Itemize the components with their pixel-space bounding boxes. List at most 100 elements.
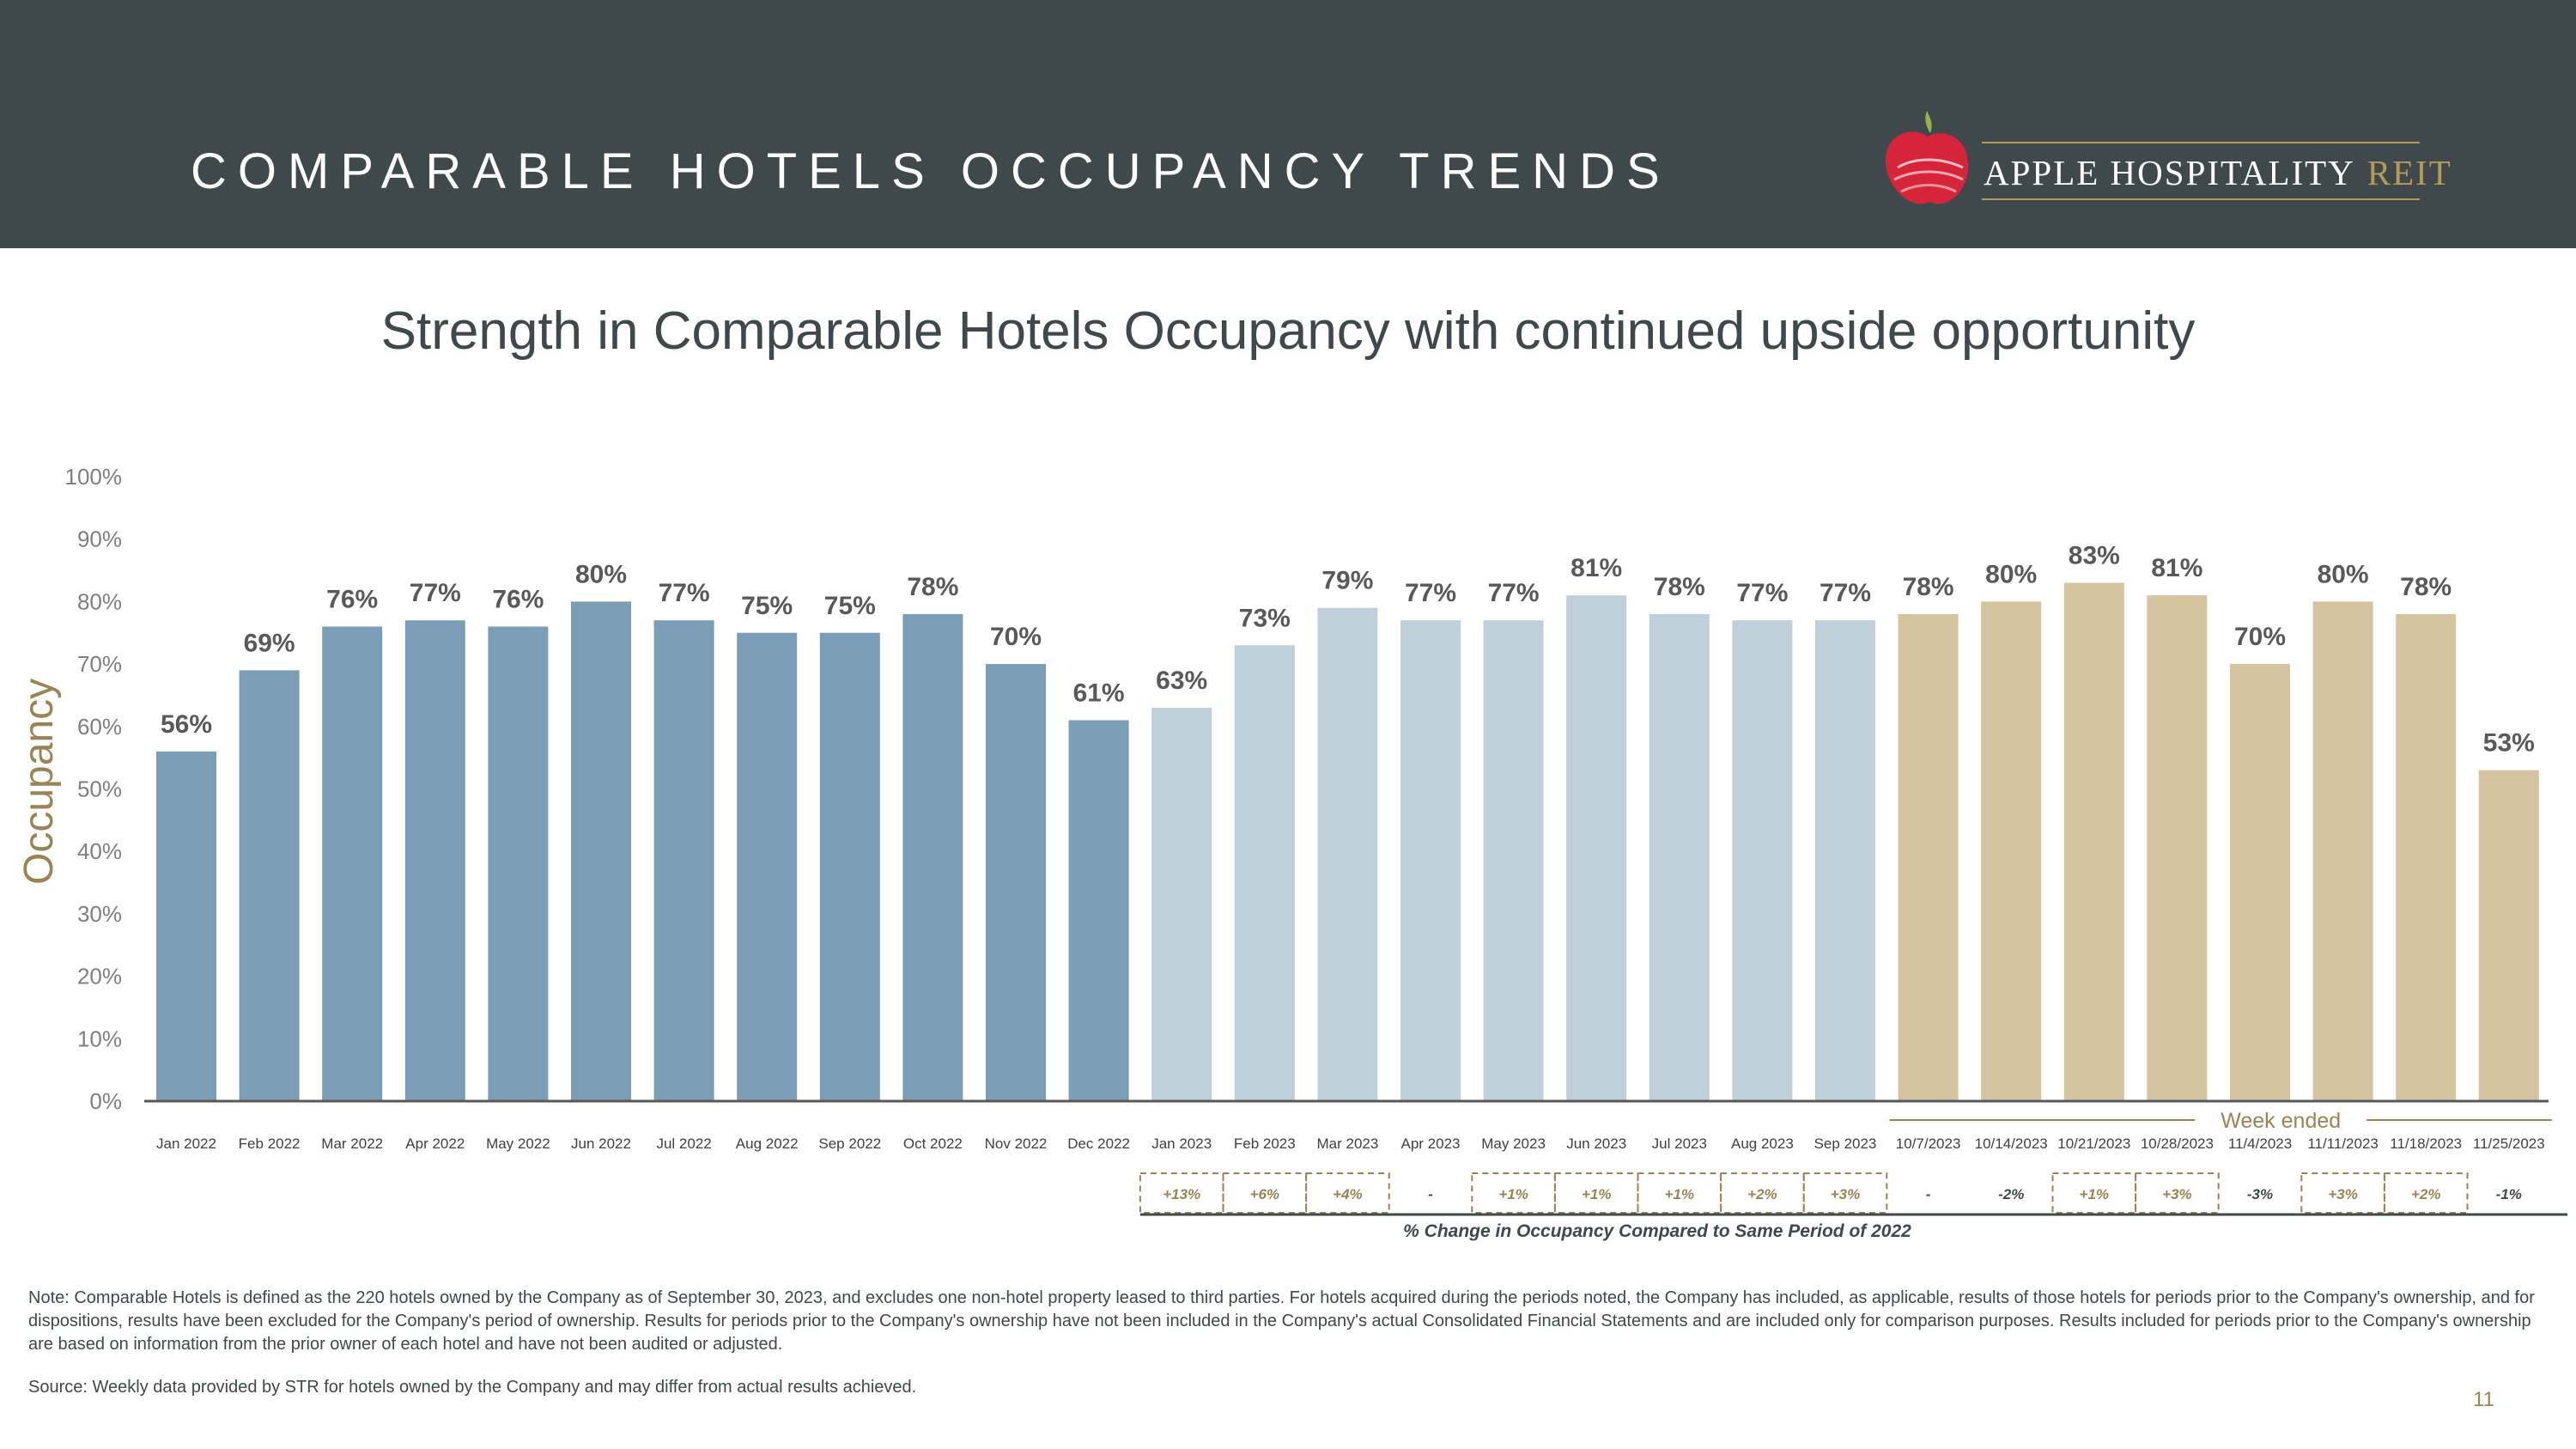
occupancy-bar-chart: 0% 10% 20% 30% 40% 50% 60% 70% 80% 90% 100% 56% Jan … [65,464,2568,1216]
change-box [1553,1172,1639,1214]
bar-value-label: 76% [492,585,544,613]
bar [2230,664,2290,1101]
bar [1981,601,2042,1101]
y-tick-label: 10% [77,1026,122,1051]
bar [737,632,798,1101]
bar-value-label: 81% [1571,554,1622,582]
change-label: +1% [2080,1186,2110,1202]
x-tick-label: 10/7/2023 [1896,1135,1961,1152]
logo-wordmark: APPLE HOSPITALITY REIT [1984,152,2452,193]
y-tick-label: 50% [77,776,122,802]
x-tick-label: Aug 2023 [1731,1135,1794,1152]
bar-value-label: 77% [1488,579,1540,607]
change-label: -1% [2496,1186,2522,1202]
bar-value-label: 56% [161,710,212,739]
bar [1815,620,1875,1101]
x-tick-label: Nov 2022 [985,1135,1048,1152]
bar [2147,595,2208,1101]
bar [1317,607,1378,1101]
bar-value-label: 77% [659,579,710,607]
footnote-note: Note: Comparable Hotels is defined as th… [28,1288,2535,1354]
change-label: +3% [2328,1186,2358,1202]
x-tick-label: Feb 2022 [239,1135,301,1152]
bar [239,670,300,1101]
bar [1400,620,1461,1101]
x-tick-label: Aug 2022 [736,1135,799,1152]
change-box [1802,1172,1888,1214]
bar-value-label: 75% [741,592,793,620]
bar-value-label: 78% [1654,573,1705,601]
x-tick-label: Jan 2022 [156,1135,216,1152]
bar [2063,582,2124,1101]
x-tick-label: May 2023 [1481,1135,1546,1152]
change-label: +4% [1333,1186,1363,1202]
change-label: +2% [1747,1186,1777,1202]
bar-value-label: 78% [907,573,958,601]
x-tick-label: Dec 2022 [1067,1135,1130,1152]
company-logo: APPLE HOSPITALITY REIT [1880,107,2451,210]
change-box [2051,1172,2137,1214]
bar-value-label: 78% [2400,573,2451,601]
bar-value-label: 61% [1073,679,1125,708]
bar [1068,720,1129,1101]
bar [1234,645,1295,1101]
x-tick-label: Mar 2022 [321,1135,383,1152]
x-tick-label: Jan 2023 [1151,1135,1212,1152]
change-box [1305,1172,1390,1214]
x-tick-label: 10/14/2023 [1975,1135,2048,1152]
change-caption: % Change in Occupancy Compared to Same P… [1403,1221,1911,1241]
x-tick-label: 10/21/2023 [2057,1135,2130,1152]
x-tick-label: Feb 2023 [1234,1135,1296,1152]
change-box [1637,1172,1722,1214]
change-box [1471,1172,1556,1214]
change-label: +1% [1582,1186,1612,1202]
bar-value-label: 69% [244,629,295,657]
chart-subtitle: Strength in Comparable Hotels Occupancy … [380,301,2196,361]
y-tick-label: 70% [77,651,122,677]
x-tick-label: 11/11/2023 [2307,1135,2379,1152]
x-tick-label: 11/25/2023 [2473,1135,2545,1152]
bar-value-label: 63% [1156,667,1207,695]
bar-value-label: 77% [1405,579,1456,607]
bar [488,626,549,1101]
logo-rule-top [1982,142,2420,143]
bar-value-label: 80% [1985,560,2037,588]
x-tick-label: 10/28/2023 [2141,1135,2214,1152]
bar [1566,595,1627,1101]
bar [1151,707,1212,1101]
logo-primary-text: APPLE HOSPITALITY [1984,153,2355,192]
change-label: -3% [2247,1186,2273,1202]
x-tick-label: May 2022 [486,1135,550,1152]
y-tick-label: 30% [77,901,122,927]
y-tick-label: 0% [89,1088,122,1114]
bar-value-label: 80% [2318,560,2369,588]
change-label: +6% [1250,1186,1280,1202]
x-tick-label: Apr 2023 [1401,1135,1461,1152]
x-tick-label: Jun 2022 [571,1135,631,1152]
bar-value-label: 83% [2069,542,2120,570]
x-tick-label: 11/18/2023 [2390,1135,2462,1152]
change-label: +1% [1498,1186,1528,1202]
bar [404,620,465,1101]
bar [322,626,383,1101]
change-label: - [1428,1186,1433,1202]
y-tick-label: 100% [65,464,123,490]
change-label: +1% [1665,1186,1695,1202]
change-label: +3% [2162,1186,2192,1202]
bar-value-label: 77% [1820,579,1871,607]
change-label: +2% [2411,1186,2441,1202]
bar-value-label: 73% [1239,604,1291,632]
change-box [1139,1172,1224,1214]
apple-logo-icon [1886,111,1969,204]
bar-value-label: 79% [1321,567,1373,595]
header-bar: COMPARABLE HOTELS OCCUPANCY TRENDS APPLE… [0,0,2576,248]
bar-value-label: 77% [410,579,461,607]
x-tick-label: Sep 2023 [1814,1135,1877,1152]
x-tick-label: Sep 2022 [818,1135,881,1152]
y-tick-label: 40% [77,838,122,864]
bar [1649,613,1710,1101]
change-box [2383,1172,2469,1214]
bar-value-label: 53% [2483,729,2535,758]
bar [571,601,631,1101]
x-tick-label: Oct 2022 [903,1135,963,1152]
